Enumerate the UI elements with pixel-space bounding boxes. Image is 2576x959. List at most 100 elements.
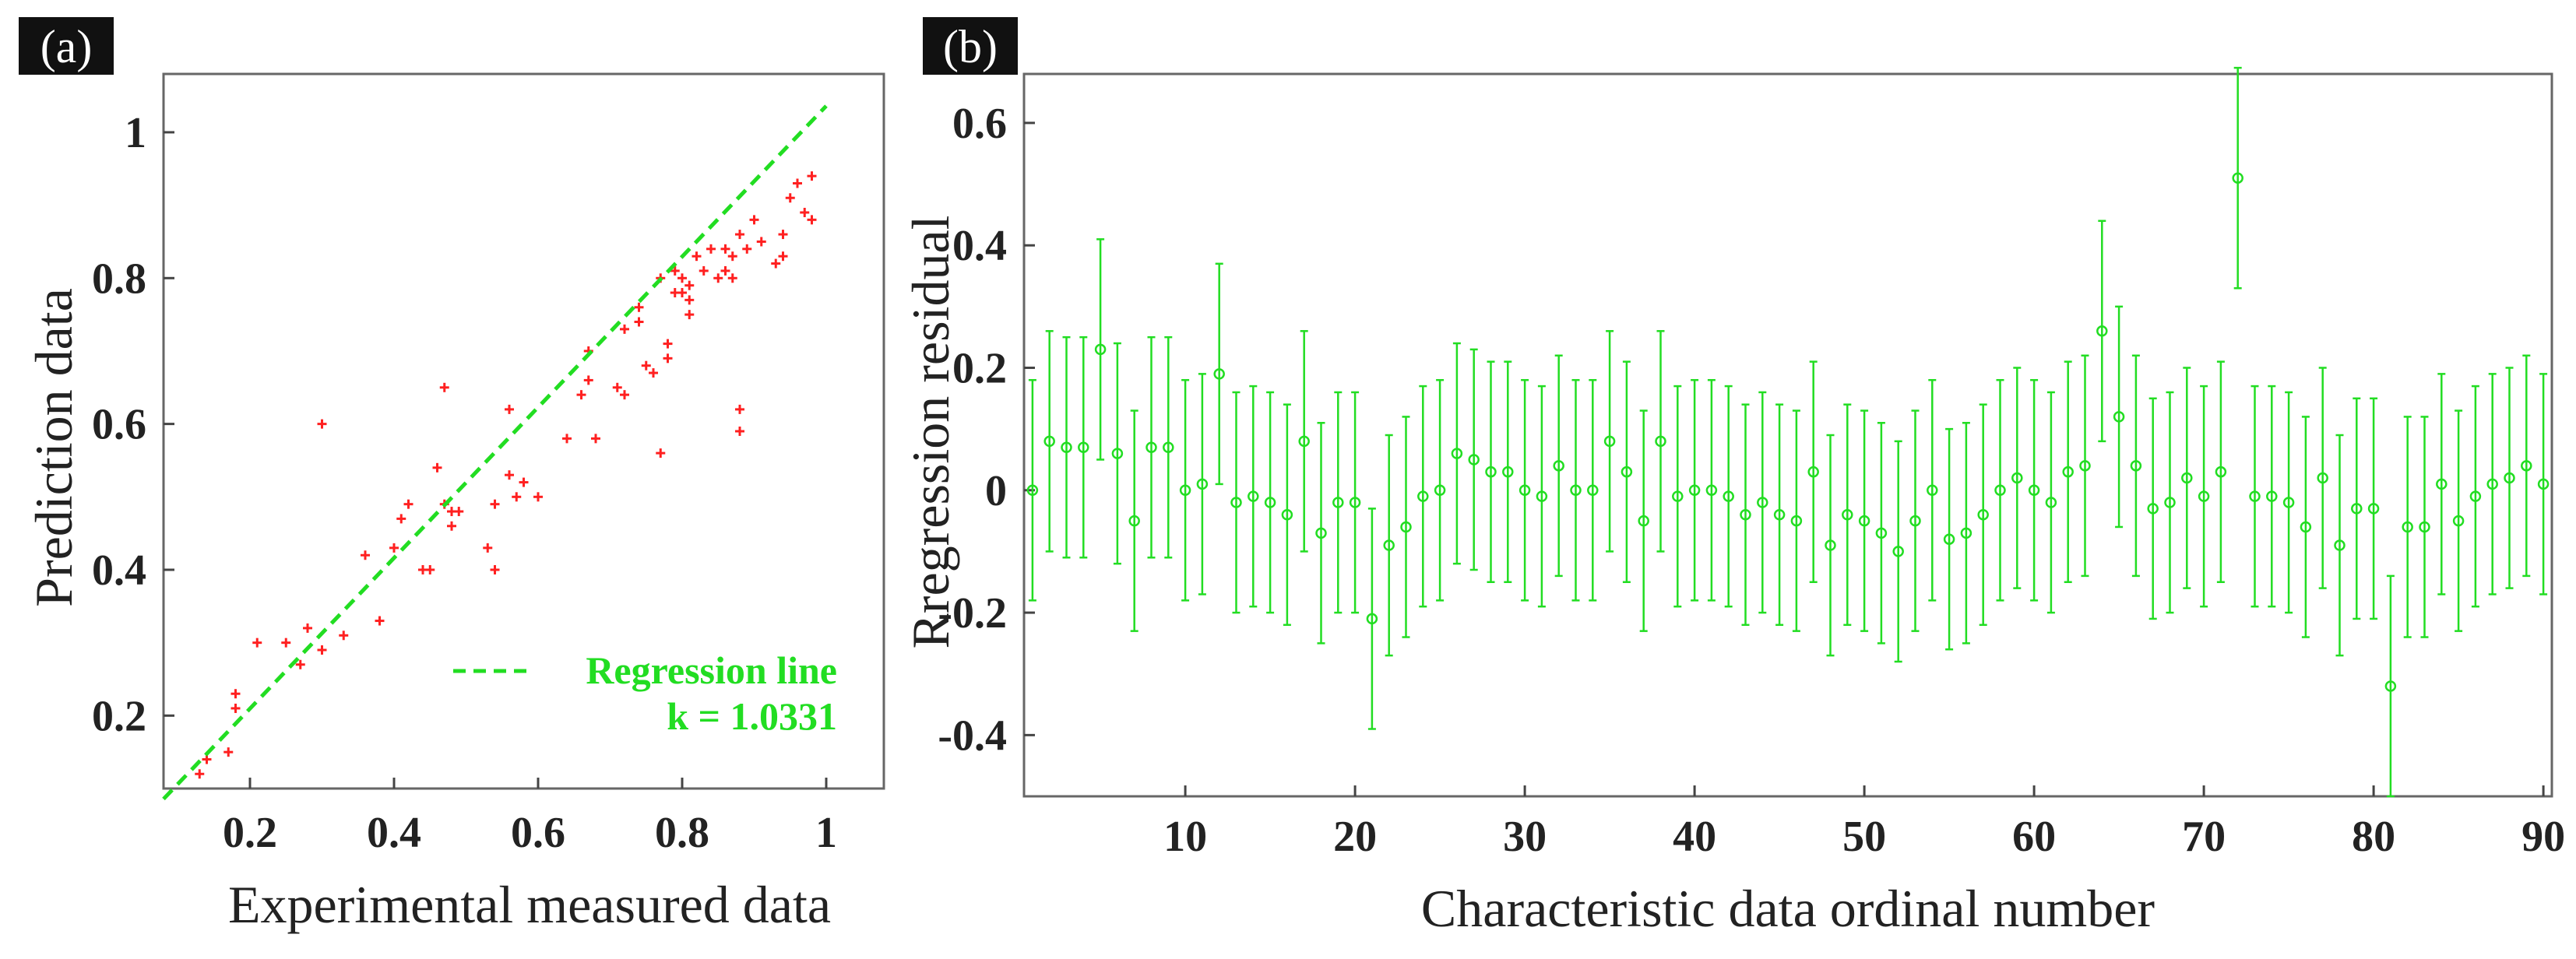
residual-point [2079, 460, 2091, 472]
regression-line [162, 104, 828, 801]
data-point [317, 419, 327, 429]
panel-a-tag-bg [19, 17, 114, 75]
residual-errorbar [1688, 378, 1701, 602]
panel-b-ytick-label: 0.6 [952, 100, 1007, 148]
data-point [670, 265, 680, 276]
panel-a-tag: (a) [40, 21, 93, 72]
panel-a-frame [162, 72, 885, 790]
residual-errorbar [2011, 367, 2023, 589]
residual-point [1943, 533, 1955, 545]
data-point [620, 324, 629, 334]
residual-errorbar [2266, 385, 2278, 608]
residual-errorbar [1366, 508, 1378, 730]
panel-b-ytick-label: 0.4 [952, 222, 1007, 270]
panel-b-ytick-label: 0.2 [952, 344, 1007, 392]
data-point [490, 499, 500, 509]
residual-point [1655, 435, 1666, 448]
data-point [684, 310, 695, 320]
residual-point [1858, 515, 1870, 527]
panel-b-ytick-label: -0.4 [938, 711, 1007, 760]
residual-errorbar [1264, 391, 1276, 614]
residual-errorbar [2351, 397, 2363, 620]
residual-errorbar [1485, 360, 1497, 583]
residual-point [1790, 515, 1803, 527]
residual-point [1485, 465, 1497, 478]
residual-errorbar [1943, 427, 1955, 651]
residual-point [1621, 465, 1633, 478]
data-point [800, 207, 810, 217]
data-point [634, 317, 644, 327]
residual-errorbar [1434, 378, 1446, 602]
residual-point [2249, 490, 2261, 502]
panel-a-ytick-label: 0.8 [92, 255, 146, 303]
residual-errorbar [2384, 574, 2397, 798]
residual-errorbar [1858, 409, 1870, 632]
residual-point [2198, 490, 2210, 502]
residual-point [1842, 508, 1853, 521]
legend-k-value: k = 1.0331 [667, 694, 837, 738]
data-point [439, 382, 449, 392]
residual-errorbar [2028, 378, 2040, 602]
residual-point [2232, 172, 2243, 184]
residual-errorbar [2215, 360, 2227, 583]
residual-errorbar [2181, 367, 2193, 589]
data-point [692, 251, 702, 262]
panel-b-xtick-label: 20 [1333, 813, 1377, 861]
residual-errorbar [1655, 330, 1666, 553]
residual-point [1349, 497, 1361, 508]
residual-errorbar [1230, 391, 1242, 614]
residual-point [1451, 448, 1463, 459]
residual-point [1757, 497, 1768, 508]
data-point [720, 265, 730, 276]
panel-b-xtick-label: 50 [1842, 813, 1886, 861]
residual-errorbar [1128, 409, 1140, 632]
residual-errorbar [2486, 373, 2498, 595]
data-point [583, 375, 593, 385]
residual-point [2486, 478, 2498, 490]
residual-point [1587, 484, 1599, 497]
residual-errorbar [1807, 360, 1819, 583]
residual-point [1909, 515, 1921, 527]
residual-point [2521, 460, 2532, 472]
residual-point [1773, 508, 1786, 521]
residual-errorbar [1332, 391, 1344, 614]
data-point [735, 230, 744, 240]
data-point [706, 244, 716, 254]
residual-point [1825, 539, 1836, 551]
panel-a: 0.2 0.4 0.6 0.8 1 0.2 0.4 0.6 0.8 1 Regression li… [24, 72, 885, 934]
residual-errorbar [1417, 385, 1429, 608]
data-point [807, 215, 817, 225]
data-point [720, 244, 730, 254]
residual-errorbar [1842, 403, 1853, 627]
data-point [663, 353, 673, 364]
residual-errorbar [2504, 367, 2515, 589]
data-point [252, 638, 262, 648]
residual-errorbar [1587, 378, 1599, 602]
residual-point [1434, 484, 1446, 497]
data-point [677, 288, 687, 298]
residual-errorbar [2096, 220, 2108, 443]
residual-point [1315, 527, 1327, 539]
residual-errorbar [2419, 416, 2430, 638]
residual-errorbar [1145, 335, 1157, 559]
residual-point [2436, 478, 2448, 490]
data-point [483, 543, 493, 553]
data-point [778, 251, 788, 262]
panel-b-ylabel: Rregression residual [901, 215, 960, 648]
residual-errorbar [2249, 385, 2261, 608]
residual-errorbar [2045, 391, 2057, 614]
residual-errorbar [1451, 342, 1463, 565]
data-point [223, 747, 234, 757]
data-point [591, 434, 600, 444]
residual-point [2147, 503, 2159, 515]
residual-point [1688, 484, 1701, 497]
data-point [505, 470, 514, 480]
residual-errorbar [1638, 409, 1649, 632]
data-point [634, 302, 644, 312]
residual-point [2402, 521, 2413, 533]
residual-errorbar [1026, 378, 1039, 602]
residual-errorbar [2300, 416, 2312, 638]
data-point [576, 390, 586, 400]
